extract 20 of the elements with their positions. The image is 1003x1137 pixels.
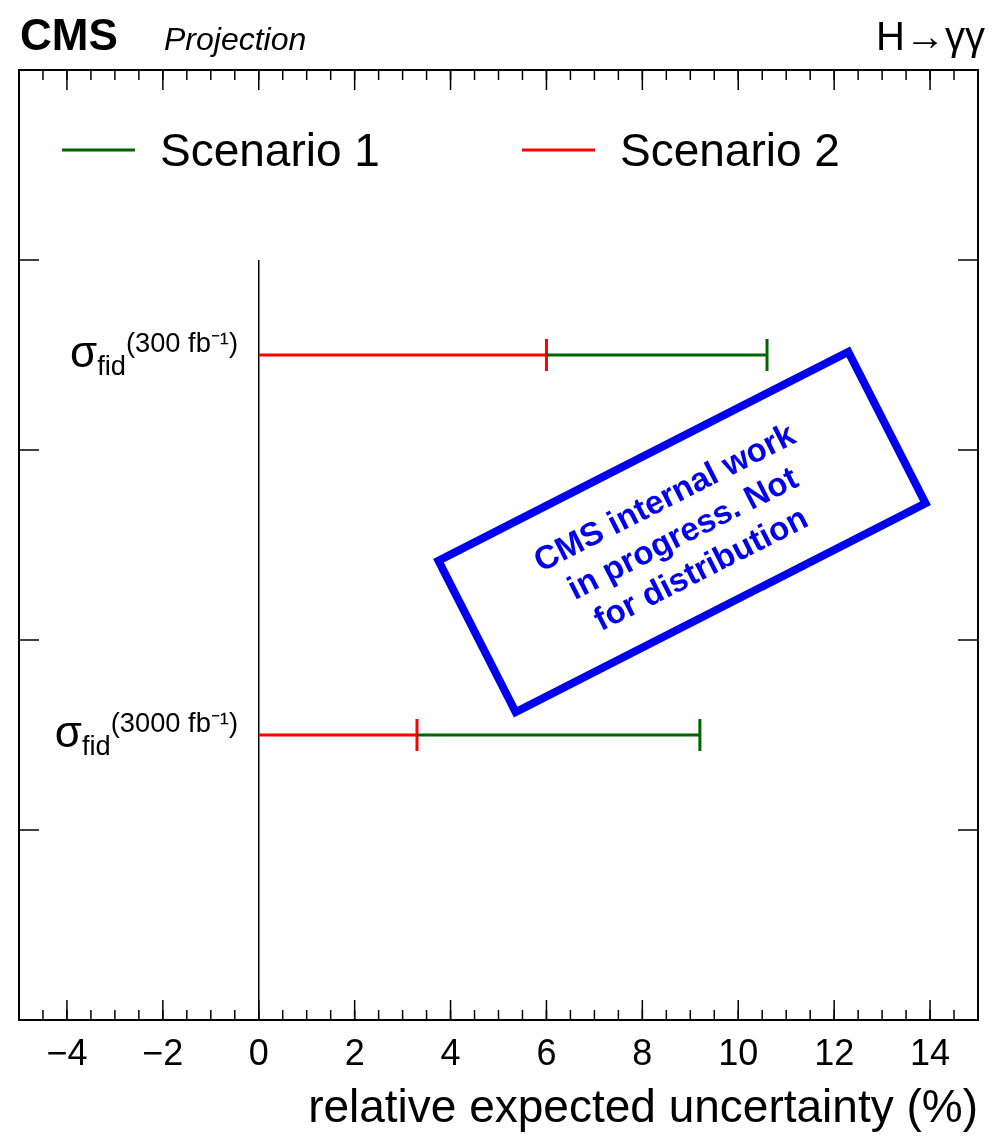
x-tick-label: 12: [814, 1032, 855, 1073]
bar: [546, 353, 768, 357]
bar: [258, 733, 417, 737]
x-tick-label: 0: [248, 1032, 269, 1073]
x-tick-label: 8: [632, 1032, 653, 1073]
x-tick-label: 10: [718, 1032, 759, 1073]
chart-subtitle: Projection: [164, 21, 307, 57]
x-tick-label: 2: [344, 1032, 365, 1073]
bar: [416, 733, 700, 737]
text: H→γγ: [876, 14, 985, 58]
x-tick-label: 4: [440, 1032, 461, 1073]
x-axis-title: relative expected uncertainty (%): [308, 1080, 978, 1132]
x-tick-label: −4: [46, 1032, 88, 1073]
x-tick-label: 14: [910, 1032, 951, 1073]
x-tick-label: −2: [142, 1032, 184, 1073]
x-tick-label: 6: [536, 1032, 557, 1073]
legend-label: Scenario 2: [620, 124, 840, 176]
chart-title: CMS: [20, 10, 118, 59]
bar: [258, 353, 547, 357]
legend-label: Scenario 1: [160, 124, 380, 176]
